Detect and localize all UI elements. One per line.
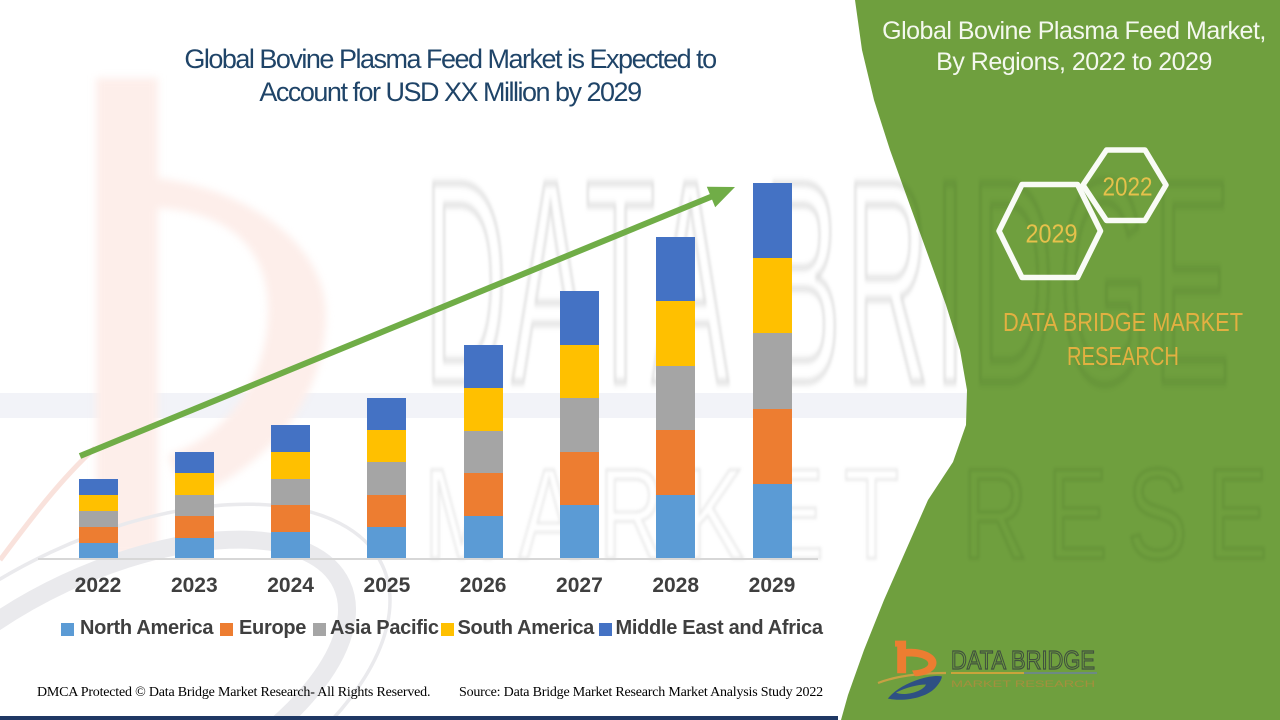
svg-text:DATA BRIDGE: DATA BRIDGE [951,645,1095,675]
svg-text:2029: 2029 [1026,219,1078,249]
svg-text:DATA BRIDGE MARKET: DATA BRIDGE MARKET [1003,307,1243,337]
svg-text:RESEARCH: RESEARCH [1067,341,1179,371]
svg-text:2022: 2022 [1103,172,1153,202]
svg-text:MARKET RESEARCH: MARKET RESEARCH [951,679,1095,689]
